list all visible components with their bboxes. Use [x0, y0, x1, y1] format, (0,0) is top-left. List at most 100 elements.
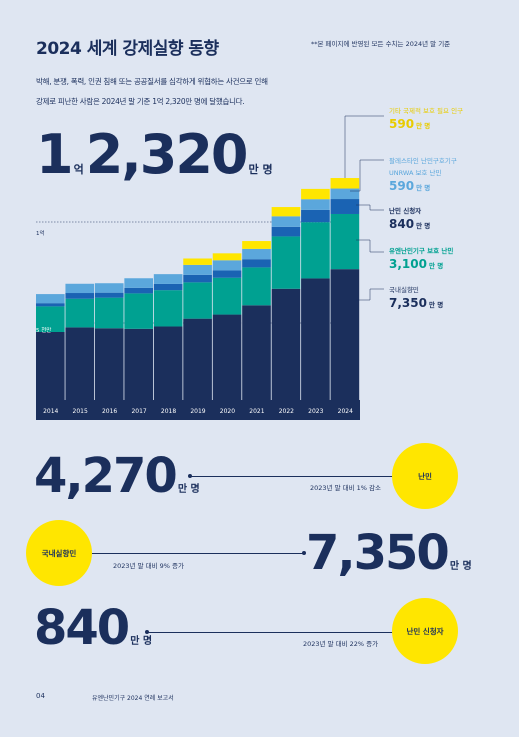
bar-segment-2015	[65, 298, 95, 328]
bar-segment-2020	[212, 270, 242, 278]
bar-segment-2015	[65, 283, 95, 294]
legend-refugees-unit: 만 명	[428, 262, 444, 270]
bar-segment-2017	[124, 278, 154, 288]
x-tick-label: 2020	[220, 408, 235, 415]
stat-idp-value: 7,350	[306, 525, 450, 581]
legend-refugees-label: 유엔난민기구 보호 난민	[389, 247, 454, 255]
legend-idp-value: 7,350 만 명	[389, 296, 443, 310]
stat-asylum-unit: 만 명	[130, 636, 153, 647]
legend-refugees-number: 3,100	[389, 257, 427, 271]
legend-refugees: 유엔난민기구 보호 난민 3,100 만 명	[389, 245, 453, 271]
stat-idp-line	[92, 553, 304, 554]
intro-line-1: 박해, 분쟁, 폭력, 인권 침해 또는 공공질서를 심각하게 위협하는 사건으…	[36, 77, 268, 86]
legend-unrwa-number: 590	[389, 179, 415, 193]
legend-other-unit: 만 명	[416, 122, 431, 130]
stat-idp-dot	[302, 551, 306, 555]
bar-segment-2016	[94, 292, 124, 298]
bar-segment-2018	[153, 326, 183, 400]
stat-idp-unit: 만 명	[449, 561, 472, 572]
total-figure: 1 억2,320 만 명	[36, 128, 275, 182]
legend-asylum-number: 840	[389, 217, 415, 231]
stat-refugees-unit: 만 명	[177, 484, 200, 495]
bar-segment-2019	[183, 274, 212, 283]
legend-asylum-label: 난민 신청자	[389, 207, 422, 215]
stat-idp-badge: 국내실향민	[26, 520, 92, 586]
bar-segment-2021	[242, 305, 271, 400]
bar-segment-2024	[330, 178, 360, 189]
bar-segment-2019	[183, 258, 212, 265]
displacement-chart: 2014 2015 2016 2017 2018 2019 2020 2021 2022 2023…	[36, 178, 360, 420]
stat-refugees-number: 4,270 만 명	[34, 452, 200, 500]
bar-segment-2020	[212, 314, 242, 400]
bar-segment-2018	[153, 283, 183, 291]
connector-unrwa	[350, 159, 384, 192]
y-tick-mid: 5 천만	[36, 328, 52, 334]
bar-segment-2024	[330, 269, 360, 400]
bar-segment-2023	[301, 199, 330, 210]
legend-idp-unit: 만 명	[428, 301, 444, 309]
bar-segment-2023	[301, 278, 330, 400]
bar-segment-2014	[36, 306, 65, 332]
page-title: 2024 세계 강제실향 동향	[36, 39, 219, 59]
x-tick-labels: 2014 2015 2016 2017 2018 2019 2020 2021 2022 2023…	[43, 408, 353, 415]
x-axis-strip	[36, 400, 360, 420]
stat-asylum-value: 840	[34, 600, 130, 656]
page-number: 04	[36, 692, 45, 700]
bar-segment-2014	[36, 294, 65, 304]
footer-text: 유엔난민기구 2024 연례 보고서	[92, 695, 174, 702]
stat-idp-number: 7,350 만 명	[306, 529, 472, 577]
legend-idp-label: 국내실향민	[389, 286, 419, 294]
bar-segment-2020	[212, 253, 242, 261]
x-tick-label: 2019	[190, 408, 205, 415]
bar-segment-2022	[271, 216, 301, 227]
bar-segment-2017	[124, 293, 154, 329]
bar-segment-2024	[330, 188, 360, 200]
x-tick-label: 2024	[338, 408, 353, 415]
bar-segment-2024	[330, 199, 360, 214]
legend-unrwa-label2: UNRWA 보호 난민	[389, 169, 442, 177]
legend-unrwa-unit: 만 명	[416, 184, 431, 192]
y-tick-top: 1억	[36, 231, 45, 237]
bar-group	[36, 178, 360, 420]
bar-segment-2023	[301, 188, 330, 200]
bar-segment-2014	[36, 303, 65, 307]
bar-segment-2020	[212, 277, 242, 315]
bar-segment-2016	[94, 328, 124, 400]
stat-refugees-value: 4,270	[34, 448, 178, 504]
x-tick-label: 2018	[161, 408, 176, 415]
legend-asylum-unit: 만 명	[416, 222, 431, 230]
stat-refugees-line	[190, 476, 398, 477]
legend-refugees-value: 3,100 만 명	[389, 257, 453, 271]
x-tick-label: 2017	[131, 408, 146, 415]
intro-text: 박해, 분쟁, 폭력, 인권 침해 또는 공공질서를 심각하게 위협하는 사건으…	[36, 72, 336, 112]
bar-segment-2015	[65, 327, 95, 400]
total-unit-1: 억	[73, 163, 84, 176]
bar-segment-2021	[242, 248, 271, 260]
legend-unrwa-value: 590 만 명	[389, 179, 457, 193]
legend-other-number: 590	[389, 117, 415, 131]
bar-segment-2014	[36, 332, 65, 400]
bar-segment-2020	[212, 260, 242, 271]
stat-asylum-badge: 난민 신청자	[392, 598, 458, 664]
bar-segment-2018	[153, 290, 183, 327]
bar-segment-2024	[330, 213, 360, 270]
stat-asylum-change: 2023년 말 대비 22% 증가	[303, 640, 379, 648]
x-tick-label: 2014	[43, 408, 58, 415]
bar-segment-2022	[271, 236, 301, 289]
connector-other	[344, 115, 384, 178]
bar-segment-2019	[183, 282, 212, 319]
legend-unrwa-label: 팔레스타인 난민구호기구	[389, 157, 457, 165]
bar-segment-2016	[94, 283, 124, 293]
bar-segment-2017	[124, 287, 154, 294]
legend-unrwa: 팔레스타인 난민구호기구 UNRWA 보호 난민 590 만 명	[389, 155, 457, 193]
stat-idp-change: 2023년 말 대비 9% 증가	[113, 562, 184, 570]
total-part-1: 1	[36, 123, 74, 186]
stat-asylum-line	[147, 632, 397, 633]
bar-segment-2022	[271, 226, 301, 237]
data-note: **본 페이지에 반영된 모든 수치는 2024년 말 기준	[311, 40, 451, 48]
bar-segment-2022	[271, 207, 301, 217]
intro-line-2: 강제로 피난한 사람은 2024년 말 기준 1억 2,320만 명에 달했습니…	[36, 97, 245, 106]
x-tick-label: 2022	[279, 408, 294, 415]
legend-connectors	[344, 115, 384, 301]
connector-refugees	[356, 239, 384, 253]
